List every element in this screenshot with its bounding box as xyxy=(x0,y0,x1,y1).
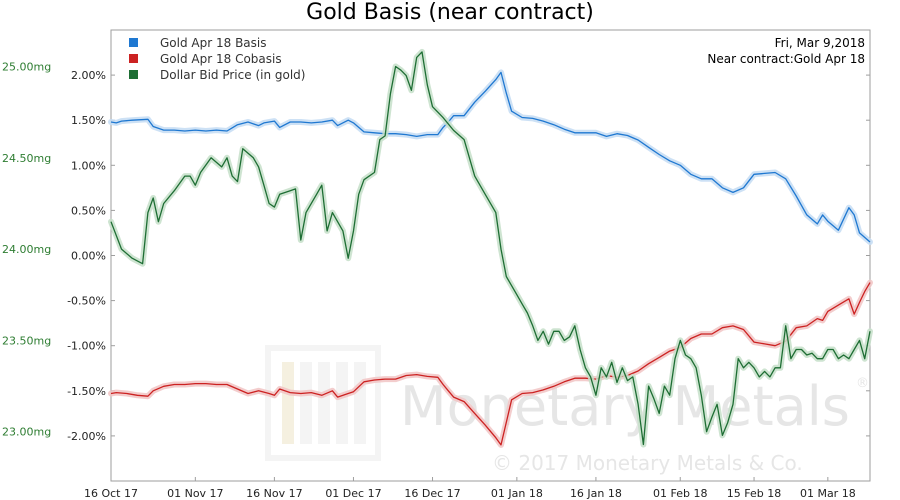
y-right-tick-label: 1.00% xyxy=(71,159,106,172)
y-left-tick-label: 24.50mg xyxy=(2,152,51,165)
chart-title: Gold Basis (near contract) xyxy=(306,0,594,25)
watermark-registered: ® xyxy=(856,376,869,391)
y-left-tick-label: 25.00mg xyxy=(2,61,51,74)
legend-swatch-cobasis xyxy=(129,54,138,63)
legend: Gold Apr 18 Basis Gold Apr 18 Cobasis Do… xyxy=(129,36,305,82)
y-right-tick-label: 0.50% xyxy=(71,204,106,217)
y-right-tick-label: -0.50% xyxy=(67,295,106,308)
watermark-logo-mark xyxy=(265,345,381,461)
legend-label-basis: Gold Apr 18 Basis xyxy=(160,36,267,50)
watermark-copyright: © 2017 Monetary Metals & Co. xyxy=(492,451,803,475)
info-contract: Near contract:Gold Apr 18 xyxy=(707,52,865,66)
x-tick-label: 16 Oct 17 xyxy=(84,487,138,500)
legend-swatch-basis xyxy=(129,38,138,47)
y-right-tick-label: -1.00% xyxy=(67,340,106,353)
x-tick-label: 01 Nov 17 xyxy=(167,487,223,500)
series-line-basis xyxy=(110,71,871,243)
legend-label-dollar: Dollar Bid Price (in gold) xyxy=(160,68,305,82)
y-left-tick-label: 24.00mg xyxy=(2,243,51,256)
y-right-tick-label: 2.00% xyxy=(71,69,106,82)
x-tick-label: 01 Mar 18 xyxy=(800,487,856,500)
y-right-tick-label: 1.50% xyxy=(71,114,106,127)
y-right-tick-label: -1.50% xyxy=(67,385,106,398)
axes: 2.00% 1.50% 1.00% 0.50% 0.00% -0.50% -1.00% -1.… xyxy=(2,61,870,500)
y-left-tick-label: 23.00mg xyxy=(2,426,51,439)
series-line-dollar xyxy=(110,51,871,446)
x-tick-label: 16 Jan 18 xyxy=(570,487,622,500)
series-line-cobasis xyxy=(110,282,871,446)
legend-label-cobasis: Gold Apr 18 Cobasis xyxy=(160,52,282,66)
legend-swatch-dollar xyxy=(129,70,138,79)
x-tick-label: 01 Jan 18 xyxy=(491,487,543,500)
x-tick-label: 16 Dec 17 xyxy=(404,487,460,500)
y-right-tick-label: 0.00% xyxy=(71,250,106,263)
x-tick-label: 16 Nov 17 xyxy=(246,487,302,500)
watermark-logo-text: Monetary Metals xyxy=(400,375,850,438)
x-tick-label: 15 Feb 18 xyxy=(727,487,781,500)
y-right-tick-label: -2.00% xyxy=(67,430,106,443)
y-left-tick-label: 23.50mg xyxy=(2,334,51,347)
x-tick-label: 01 Dec 17 xyxy=(325,487,381,500)
series-group xyxy=(108,48,873,448)
info-date: Fri, Mar 9,2018 xyxy=(775,36,865,50)
x-tick-label: 01 Feb 18 xyxy=(653,487,707,500)
